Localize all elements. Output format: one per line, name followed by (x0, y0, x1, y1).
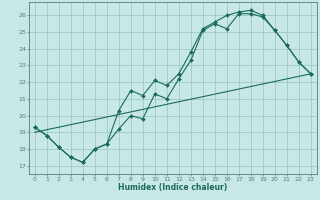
X-axis label: Humidex (Indice chaleur): Humidex (Indice chaleur) (118, 183, 228, 192)
